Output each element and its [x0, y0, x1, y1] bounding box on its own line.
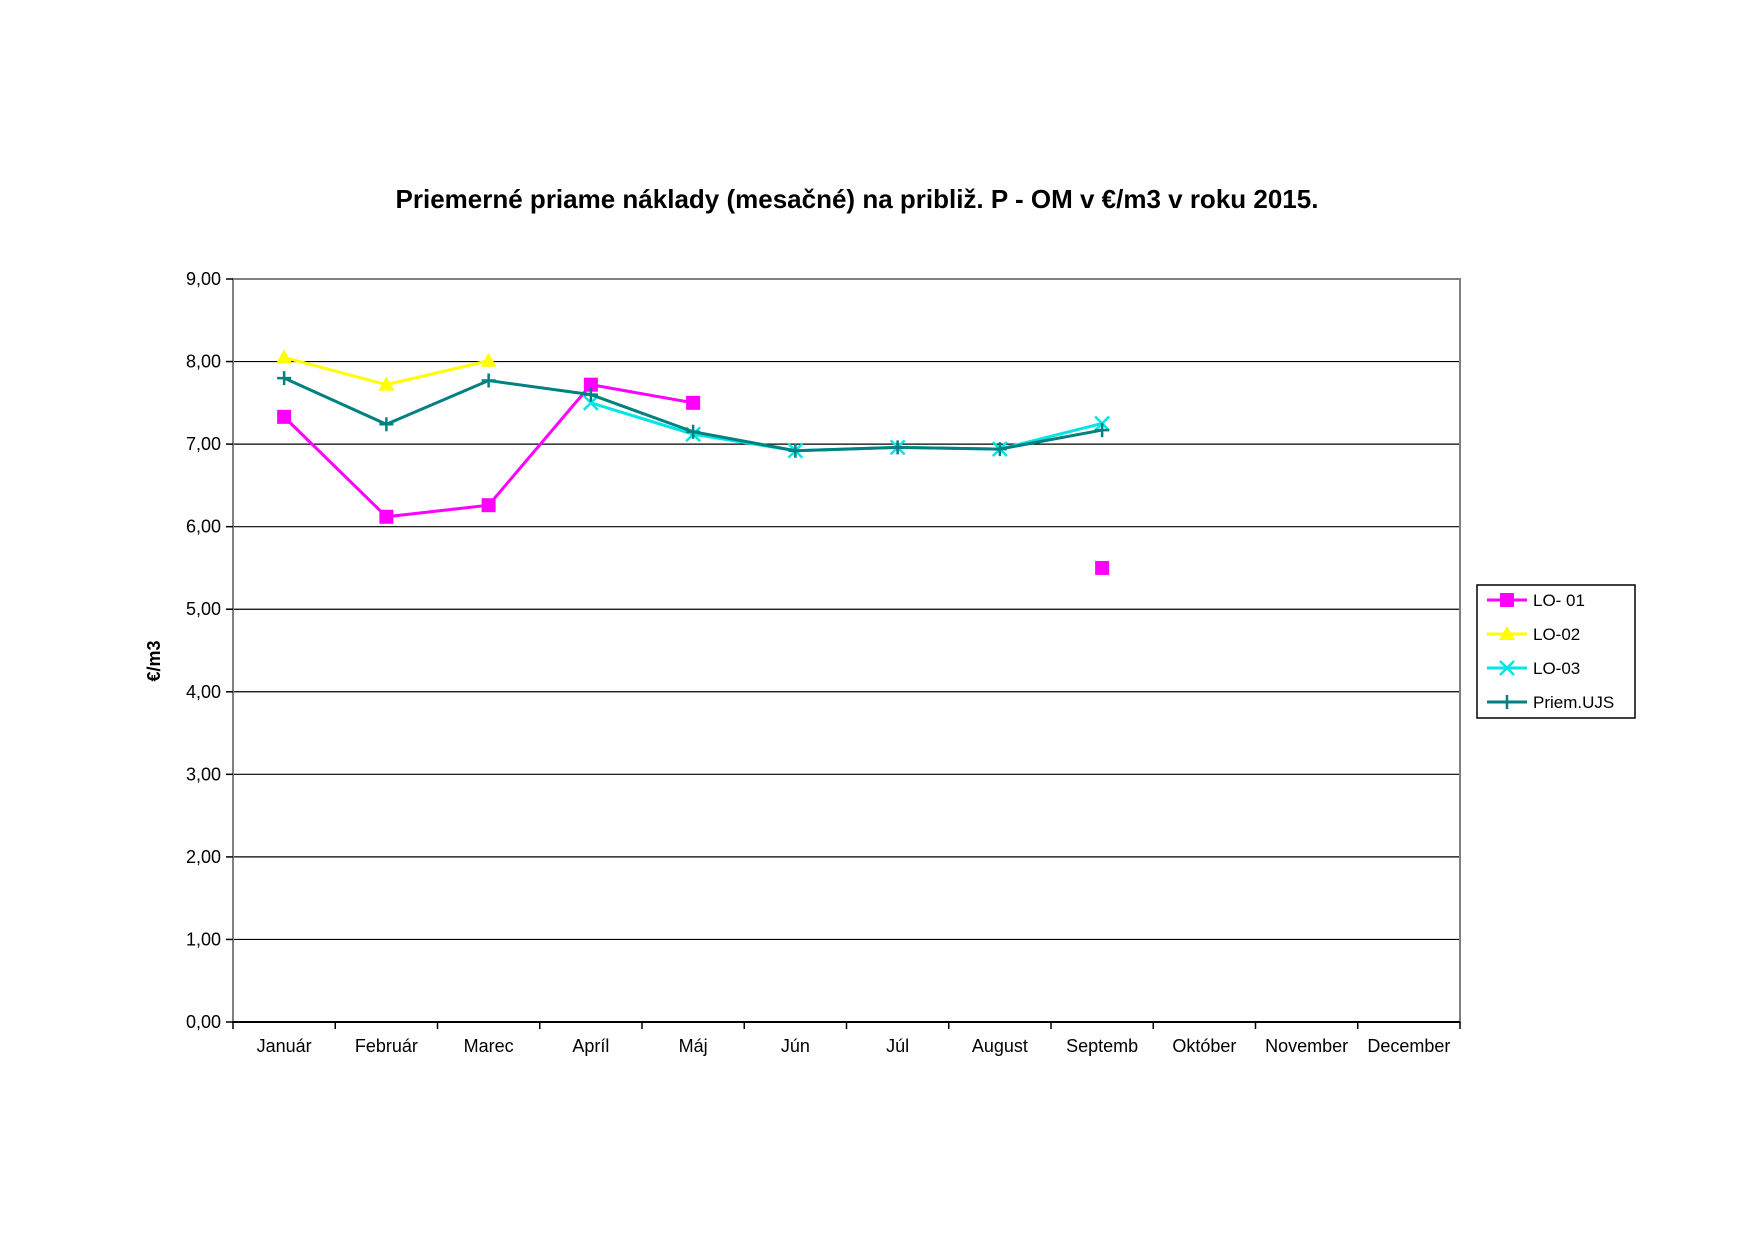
y-tick-label: 3,00 [186, 764, 221, 784]
data-point [1095, 560, 1110, 575]
plot-frame [232, 278, 1461, 1023]
x-tick-label: Máj [679, 1036, 708, 1056]
x-tick-label: Jún [781, 1036, 810, 1056]
series-2 [276, 349, 497, 391]
data-point [582, 394, 599, 411]
x-tick-label: Septemb [1066, 1036, 1138, 1056]
legend-label: Priem.UJS [1533, 693, 1614, 712]
legend-marker [1500, 695, 1514, 709]
y-tick-label: 5,00 [186, 599, 221, 619]
data-point [686, 395, 701, 410]
data-point [583, 377, 598, 392]
legend-label: LO-02 [1533, 625, 1580, 644]
data-point [481, 373, 496, 388]
y-tick-label: 9,00 [186, 269, 221, 289]
legend-marker [1499, 660, 1515, 676]
data-point [890, 440, 905, 455]
x-tick-label: Október [1172, 1036, 1236, 1056]
axes: 0,00 1,00 2,00 3,00 4,00 5,00 6,00 7,00 8,00 9,00… [186, 269, 1461, 1056]
legend-marker [1499, 626, 1515, 640]
data-point [379, 509, 394, 524]
series-1 [277, 377, 1110, 575]
series-4 [277, 371, 1110, 458]
y-axis-label: €/m3 [144, 640, 164, 681]
data-point [1095, 423, 1110, 438]
y-tick-label: 4,00 [186, 682, 221, 702]
x-tick-label: Marec [464, 1036, 514, 1056]
x-tick-label: August [972, 1036, 1028, 1056]
x-tick-label: Júl [886, 1036, 909, 1056]
y-tick-label: 0,00 [186, 1012, 221, 1032]
x-tick-label: Február [355, 1036, 418, 1056]
legend-marker [1500, 593, 1514, 607]
legend-box [1476, 584, 1636, 719]
data-point [378, 376, 395, 391]
y-tick-label: 6,00 [186, 517, 221, 537]
data-point [277, 371, 292, 386]
data-point [583, 387, 598, 402]
x-tick-label: December [1367, 1036, 1450, 1056]
legend-label: LO-03 [1533, 659, 1580, 678]
x-tick-label: Január [257, 1036, 312, 1056]
data-point [276, 349, 293, 364]
y-tick-label: 7,00 [186, 434, 221, 454]
data-point [379, 417, 394, 432]
data-point [788, 443, 803, 458]
data-point [992, 442, 1007, 457]
data-point [481, 498, 496, 513]
x-tick-label: November [1265, 1036, 1348, 1056]
series-layer [276, 349, 1111, 575]
y-tick-label: 2,00 [186, 847, 221, 867]
legend: LO- 01 LO-02 LO-03 Priem.UJS [1476, 584, 1636, 719]
y-tick-label: 8,00 [186, 352, 221, 372]
grid [233, 360, 1460, 941]
series-line [283, 376, 1103, 453]
data-point [686, 424, 701, 439]
y-tick-label: 1,00 [186, 929, 221, 949]
data-point [277, 409, 292, 424]
legend-label: LO- 01 [1533, 591, 1585, 610]
chart-title: Priemerné priame náklady (mesačné) na pr… [396, 184, 1319, 214]
x-tick-label: Apríl [572, 1036, 609, 1056]
data-point [480, 352, 497, 367]
